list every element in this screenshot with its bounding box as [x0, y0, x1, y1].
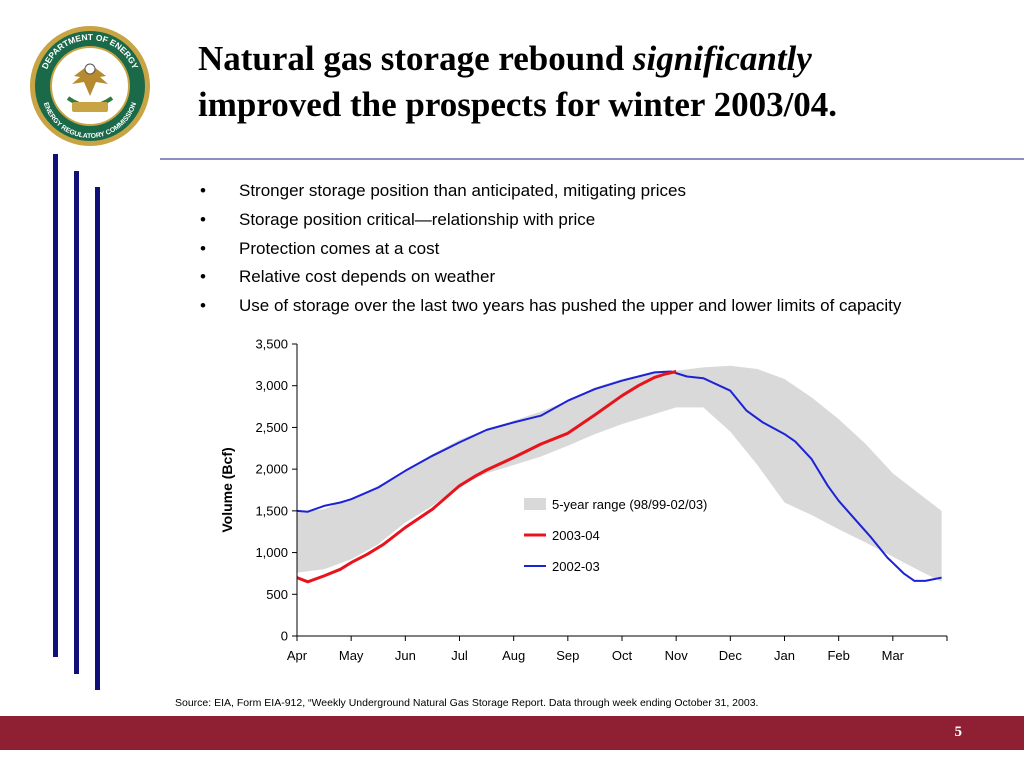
x-tick-label: Jul [451, 648, 468, 663]
legend-label-2002-03: 2002-03 [552, 559, 600, 574]
bullet-marker: • [200, 238, 206, 258]
x-tick-label: Sep [556, 648, 579, 663]
bullet-text: Storage position critical—relationship w… [239, 209, 596, 229]
bullet-item: • Stronger storage position than anticipa… [200, 178, 901, 207]
bullet-item: • Protection comes at a cost [200, 236, 901, 265]
x-tick-label: Apr [287, 648, 308, 663]
y-tick-label: 2,000 [255, 462, 288, 477]
accent-bar-1 [53, 154, 58, 657]
bullet-list: • Stronger storage position than anticipa… [200, 178, 901, 322]
legend-label-2003-04: 2003-04 [552, 528, 600, 543]
y-tick-label: 500 [266, 587, 288, 602]
doe-ferc-seal-logo: DEPARTMENT OF ENERGY ENERGY REGULATORY C… [28, 24, 152, 148]
storage-chart: 0 500 1,000 1,500 2,000 2,500 3,000 3,500 Apr May… [210, 330, 970, 675]
x-tick-label: Feb [827, 648, 849, 663]
x-tick-label: Jun [395, 648, 416, 663]
bullet-item: • Storage position critical—relationship … [200, 207, 901, 236]
bullet-marker: • [200, 209, 206, 229]
title-part-2: improved the prospects for winter 2003/0… [198, 85, 838, 124]
y-tick-label: 2,500 [255, 420, 288, 435]
y-tick-label: 1,500 [255, 503, 288, 518]
seal-icon: DEPARTMENT OF ENERGY ENERGY REGULATORY C… [30, 26, 150, 146]
bullet-item: • Use of storage over the last two years … [200, 293, 901, 322]
bullet-marker: • [200, 296, 206, 316]
bullet-text: Relative cost depends on weather [239, 267, 496, 287]
legend-label-range: 5-year range (98/99-02/03) [552, 497, 707, 512]
bullet-marker: • [200, 181, 206, 200]
series-line-2003-04 [296, 370, 677, 584]
y-tick-label: 0 [281, 629, 288, 644]
y-tick-label: 3,500 [255, 337, 288, 352]
x-tick-label: Dec [719, 648, 743, 663]
five-year-range-band [297, 365, 942, 582]
page-number: 5 [954, 724, 963, 740]
accent-bar-2 [74, 171, 79, 674]
title-divider [160, 158, 1024, 160]
x-tick-label: Mar [882, 648, 905, 663]
legend-swatch-range [524, 498, 546, 510]
bullet-text: Use of storage over the last two years h… [239, 296, 902, 316]
source-note: Source: EIA, Form EIA-912, “Weekly Under… [175, 697, 759, 709]
bullet-item: • Relative cost depends on weather [200, 264, 901, 293]
y-tick-label: 1,000 [255, 545, 288, 560]
bullet-text: Protection comes at a cost [239, 238, 440, 258]
footer-bar: 5 [0, 716, 1024, 750]
chart-svg: 0 500 1,000 1,500 2,000 2,500 3,000 3,500 Apr May… [219, 337, 948, 663]
x-tick-label: Oct [612, 648, 633, 663]
accent-bar-3 [95, 187, 100, 690]
x-tick-label: Jan [774, 648, 795, 663]
title-emphasis: significantly [632, 39, 812, 78]
bullet-marker: • [200, 267, 206, 287]
y-tick-label: 3,000 [255, 378, 288, 393]
slide-title: Natural gas storage rebound significantl… [198, 36, 998, 128]
x-tick-label: May [339, 648, 364, 663]
x-tick-label: Aug [502, 648, 525, 663]
bullet-text: Stronger storage position than anticipat… [239, 181, 686, 200]
x-tick-label: Nov [665, 648, 689, 663]
y-axis-label: Volume (Bcf) [219, 447, 235, 532]
title-part-1: Natural gas storage rebound [198, 39, 633, 78]
